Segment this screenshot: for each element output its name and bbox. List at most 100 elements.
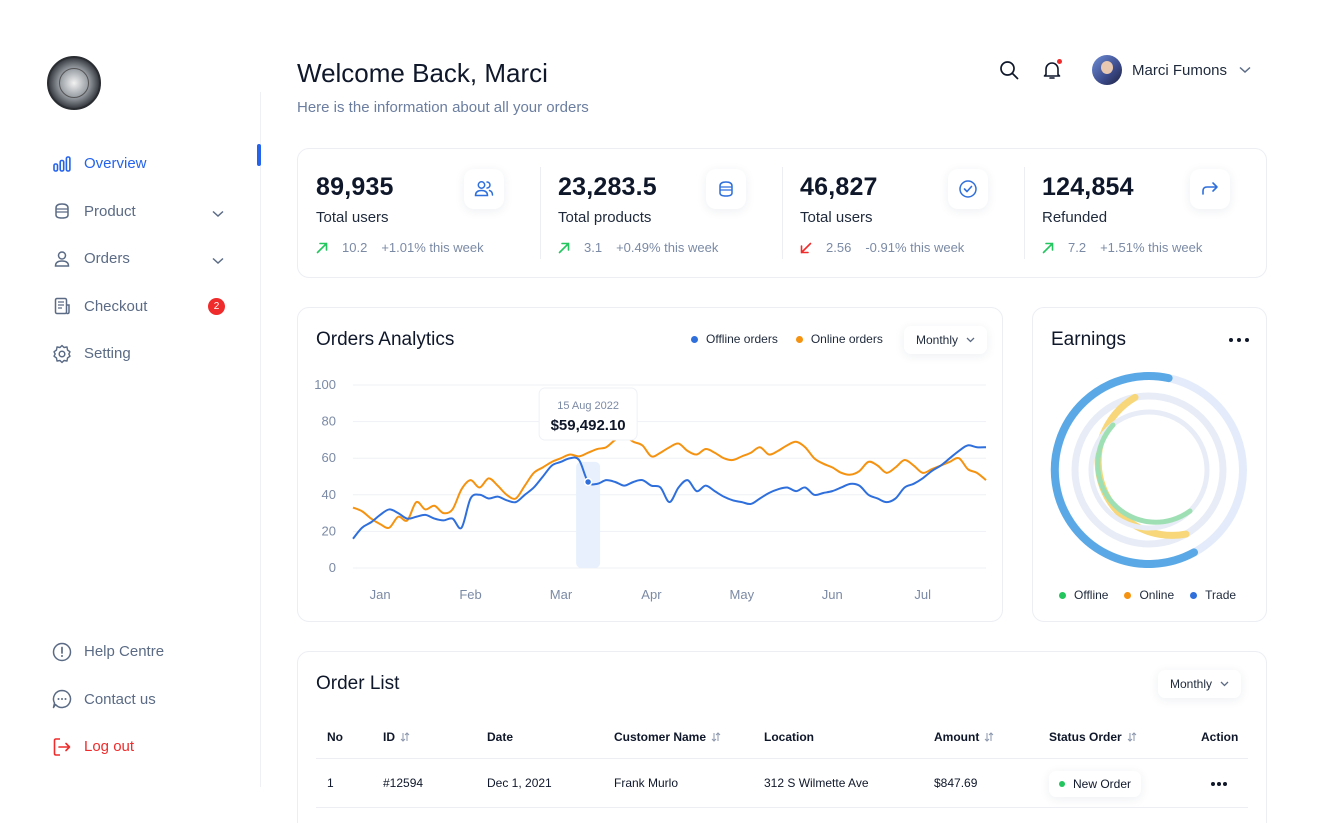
- box-icon: [52, 201, 72, 221]
- gear-icon: [52, 344, 72, 364]
- sidebar-item-product[interactable]: Product: [52, 188, 232, 236]
- legend-label: Online orders: [810, 332, 883, 346]
- legend-dot: [691, 335, 698, 343]
- trend-up-icon: [558, 242, 574, 254]
- search-icon[interactable]: [998, 59, 1020, 81]
- offline-orders-line: [352, 444, 987, 540]
- cell-date: Dec 1, 2021: [487, 776, 552, 790]
- user-name[interactable]: Marci Fumons: [1132, 61, 1228, 79]
- chevron-down-icon[interactable]: [1239, 66, 1251, 74]
- dropdown-value: Monthly: [1170, 677, 1213, 691]
- legend-offline-orders[interactable]: Offline orders: [691, 332, 778, 346]
- order-list-title: Order List: [316, 673, 400, 694]
- sidebar-divider: [260, 92, 261, 787]
- dropdown-value: Monthly: [916, 333, 959, 347]
- stats-card: 89,935 Total users 10.2 +1.01% this week…: [297, 148, 1267, 278]
- bell-icon[interactable]: [1041, 59, 1063, 81]
- column-amount[interactable]: Amount: [934, 730, 994, 744]
- ring-offline-track: [1088, 409, 1210, 531]
- sidebar-item-orders[interactable]: Orders: [52, 235, 232, 283]
- row-actions-icon[interactable]: [1211, 781, 1227, 787]
- analytics-title: Orders Analytics: [316, 329, 455, 350]
- sidebar-item-label: Overview: [84, 155, 147, 173]
- column-status-order[interactable]: Status Order: [1049, 730, 1137, 744]
- sidebar-item-label: Contact us: [84, 690, 156, 708]
- stat-total-products: 23,283.5 Total products 3.1 +0.49% this …: [540, 149, 782, 277]
- sidebar-item-label: Log out: [84, 738, 135, 756]
- logo-emblem: [59, 68, 89, 98]
- sidebar-nav: Overview Product Orders Checkout 2: [52, 140, 232, 378]
- legend-online-orders[interactable]: Online orders: [795, 332, 883, 346]
- orders-analytics-card: 0 20 40 60 80 100 Jan Feb Mar Apr May Jun Jul 15 Aug …: [297, 307, 1003, 622]
- legend-online[interactable]: Online: [1124, 588, 1174, 602]
- chat-icon: [52, 689, 72, 709]
- tooltip-box: [538, 387, 638, 441]
- tooltip-date: 15 Aug 2022: [557, 400, 619, 412]
- chevron-down-icon[interactable]: [212, 205, 224, 223]
- bar-chart-icon: [52, 154, 72, 174]
- legend-offline[interactable]: Offline: [1059, 588, 1108, 602]
- cell-amount: $847.69: [934, 776, 978, 790]
- chart-legend: Offline orders Online orders: [691, 332, 901, 346]
- status-label: New Order: [1073, 777, 1132, 791]
- brand-logo[interactable]: [47, 56, 101, 110]
- x-tick-label: Jun: [822, 587, 843, 602]
- sort-icon: [711, 732, 721, 742]
- chevron-down-icon: [966, 337, 975, 343]
- orders-analytics-chart: 0 20 40 60 80 100 Jan Feb Mar Apr May Jun Jul 15 Aug …: [314, 377, 987, 602]
- sidebar: Overview Product Orders Checkout 2: [0, 0, 261, 823]
- x-tick-label: May: [730, 587, 755, 602]
- orders-period-dropdown[interactable]: Monthly: [1158, 670, 1242, 698]
- x-tick-label: Mar: [550, 587, 573, 602]
- stat-trend: 3.1 +0.49% this week: [558, 240, 764, 255]
- stat-label: Total products: [558, 209, 652, 226]
- order-list-card: Order List Monthly No ID Date Customer N…: [297, 651, 1267, 823]
- sidebar-item-overview[interactable]: Overview: [52, 140, 232, 188]
- table-row[interactable]: 1 #12594 Dec 1, 2021 Frank Murlo 312 S W…: [316, 758, 1248, 808]
- legend-label: Offline: [1074, 588, 1109, 602]
- sort-icon: [984, 732, 994, 742]
- legend-label: Trade: [1205, 588, 1237, 602]
- sidebar-item-label: Help Centre: [84, 643, 165, 661]
- stat-change: +1.51% this week: [1100, 240, 1203, 255]
- stat-trend: 2.56 -0.91% this week: [800, 240, 1006, 255]
- check-circle-icon: [948, 169, 988, 209]
- legend-dot: [1190, 591, 1198, 599]
- sidebar-item-help-centre[interactable]: Help Centre: [52, 628, 232, 676]
- hover-highlight-bar: [576, 461, 601, 568]
- stat-value: 89,935: [316, 173, 394, 201]
- legend-dot: [795, 335, 803, 343]
- avatar[interactable]: [1092, 55, 1122, 85]
- earnings-legend: Offline Online Trade: [1059, 588, 1252, 602]
- cell-no: 1: [327, 776, 334, 790]
- ring-online-track: [1071, 392, 1227, 548]
- sidebar-item-contact-us[interactable]: Contact us: [52, 676, 232, 724]
- stat-trend: 10.2 +1.01% this week: [316, 240, 522, 255]
- active-nav-indicator: [257, 144, 261, 166]
- y-tick-label: 0: [329, 560, 336, 575]
- column-id[interactable]: ID: [383, 730, 410, 744]
- column-customer-name[interactable]: Customer Name: [614, 730, 721, 744]
- tooltip-value: $59,492.10: [551, 417, 626, 434]
- refund-arrow-icon: [1190, 169, 1230, 209]
- y-tick-label: 100: [314, 377, 336, 392]
- stat-label: Refunded: [1042, 209, 1108, 226]
- sidebar-item-setting[interactable]: Setting: [52, 330, 232, 378]
- column-date: Date: [487, 730, 514, 744]
- chevron-down-icon[interactable]: [212, 252, 224, 270]
- sidebar-item-logout[interactable]: Log out: [52, 723, 232, 771]
- stat-delta: 2.56: [826, 240, 852, 255]
- stat-label: Total users: [800, 209, 873, 226]
- legend-dot: [1059, 591, 1066, 599]
- sidebar-item-label: Setting: [84, 345, 131, 363]
- stat-delta: 7.2: [1068, 240, 1087, 255]
- hover-point: [583, 477, 593, 487]
- sidebar-item-checkout[interactable]: Checkout 2: [52, 283, 232, 331]
- stat-total-users-2: 46,827 Total users 2.56 -0.91% this week: [782, 149, 1024, 277]
- cell-customer: Frank Murlo: [614, 776, 679, 790]
- analytics-period-dropdown[interactable]: Monthly: [904, 326, 988, 354]
- cell-id: #12594: [383, 776, 424, 790]
- chevron-down-icon: [1220, 681, 1229, 687]
- more-options-icon[interactable]: [1229, 333, 1249, 347]
- legend-trade[interactable]: Trade: [1190, 588, 1236, 602]
